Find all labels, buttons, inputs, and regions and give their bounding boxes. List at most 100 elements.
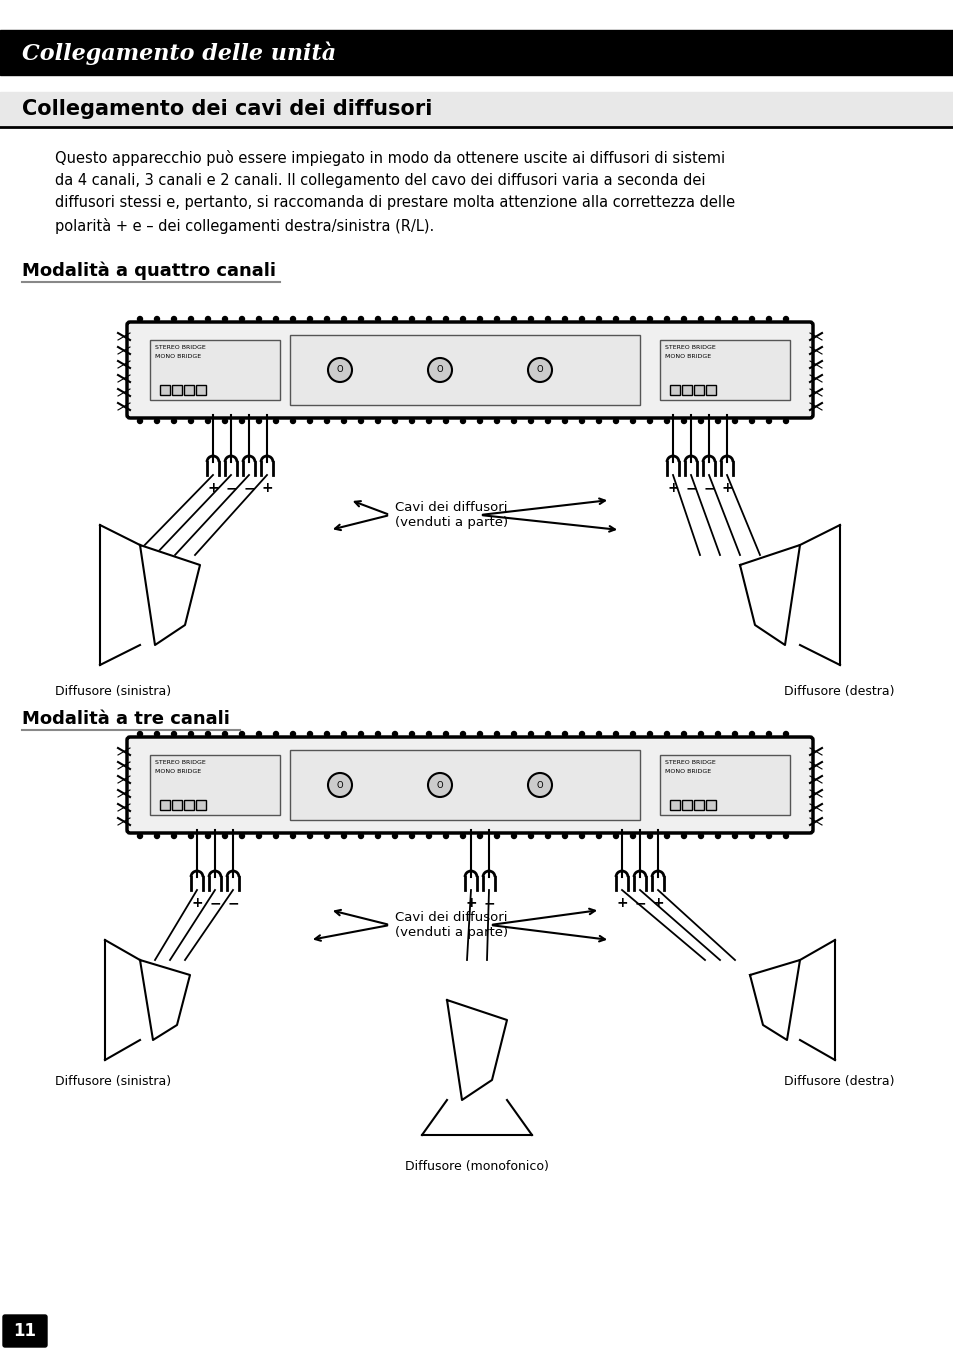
Circle shape (274, 732, 278, 737)
Circle shape (291, 732, 295, 737)
Text: −: − (225, 481, 236, 495)
Circle shape (274, 419, 278, 424)
Text: MONO BRIDGE: MONO BRIDGE (664, 770, 710, 774)
Polygon shape (800, 940, 834, 1060)
Circle shape (443, 732, 448, 737)
Circle shape (341, 419, 346, 424)
Polygon shape (740, 545, 800, 645)
Circle shape (409, 419, 414, 424)
Text: −: − (482, 896, 495, 911)
Polygon shape (100, 524, 140, 665)
Circle shape (613, 732, 618, 737)
Bar (150, 755, 280, 814)
Circle shape (596, 833, 601, 839)
Circle shape (291, 833, 295, 839)
Circle shape (698, 732, 702, 737)
Bar (172, 799, 182, 810)
Circle shape (172, 419, 176, 424)
Bar (693, 799, 703, 810)
Circle shape (715, 419, 720, 424)
Text: STEREO BRIDGE: STEREO BRIDGE (154, 760, 206, 766)
Circle shape (239, 732, 244, 737)
Bar (290, 335, 639, 405)
Text: −: − (227, 896, 238, 911)
Text: Diffusore (sinistra): Diffusore (sinistra) (55, 686, 171, 698)
Polygon shape (447, 1000, 506, 1100)
Circle shape (527, 358, 552, 382)
Circle shape (375, 419, 380, 424)
Circle shape (189, 833, 193, 839)
Circle shape (596, 732, 601, 737)
Circle shape (732, 419, 737, 424)
Circle shape (477, 833, 482, 839)
Circle shape (511, 833, 516, 839)
Circle shape (426, 419, 431, 424)
Circle shape (749, 419, 754, 424)
Circle shape (324, 419, 329, 424)
Circle shape (494, 419, 499, 424)
Circle shape (460, 419, 465, 424)
Circle shape (765, 833, 771, 839)
Circle shape (578, 833, 584, 839)
Circle shape (596, 317, 601, 321)
Circle shape (256, 732, 261, 737)
Circle shape (613, 317, 618, 321)
Text: +: + (191, 896, 203, 911)
Circle shape (341, 317, 346, 321)
Circle shape (137, 317, 142, 321)
Circle shape (749, 833, 754, 839)
Circle shape (358, 732, 363, 737)
Bar (659, 340, 789, 400)
Text: O: O (336, 780, 343, 790)
Circle shape (630, 732, 635, 737)
Circle shape (527, 772, 552, 797)
Text: MONO BRIDGE: MONO BRIDGE (154, 354, 201, 359)
Circle shape (782, 317, 788, 321)
Circle shape (328, 772, 352, 797)
Circle shape (545, 833, 550, 839)
Circle shape (291, 317, 295, 321)
Circle shape (274, 317, 278, 321)
Circle shape (715, 732, 720, 737)
Circle shape (460, 732, 465, 737)
Circle shape (324, 732, 329, 737)
Circle shape (647, 833, 652, 839)
Circle shape (392, 317, 397, 321)
Circle shape (562, 732, 567, 737)
Circle shape (613, 833, 618, 839)
Circle shape (578, 317, 584, 321)
Circle shape (375, 732, 380, 737)
Bar (160, 799, 170, 810)
Circle shape (205, 833, 211, 839)
Polygon shape (421, 1100, 532, 1135)
Circle shape (749, 317, 754, 321)
Circle shape (664, 317, 669, 321)
Circle shape (307, 317, 313, 321)
Circle shape (477, 317, 482, 321)
Circle shape (477, 419, 482, 424)
Circle shape (172, 732, 176, 737)
Circle shape (409, 833, 414, 839)
Text: O: O (537, 366, 543, 374)
Circle shape (578, 419, 584, 424)
Circle shape (680, 732, 686, 737)
Circle shape (291, 419, 295, 424)
Circle shape (664, 732, 669, 737)
Bar (705, 385, 716, 396)
Circle shape (698, 317, 702, 321)
Bar (659, 755, 789, 814)
Circle shape (375, 833, 380, 839)
Polygon shape (140, 959, 190, 1041)
Circle shape (647, 732, 652, 737)
Text: Collegamento dei cavi dei diffusori: Collegamento dei cavi dei diffusori (22, 99, 432, 119)
Bar (195, 799, 206, 810)
Circle shape (154, 419, 159, 424)
Circle shape (664, 833, 669, 839)
Circle shape (443, 419, 448, 424)
Text: Collegamento delle unità: Collegamento delle unità (22, 41, 335, 65)
Circle shape (782, 732, 788, 737)
Circle shape (765, 419, 771, 424)
Text: Modalità a tre canali: Modalità a tre canali (22, 710, 230, 728)
Polygon shape (749, 959, 800, 1041)
Circle shape (732, 833, 737, 839)
